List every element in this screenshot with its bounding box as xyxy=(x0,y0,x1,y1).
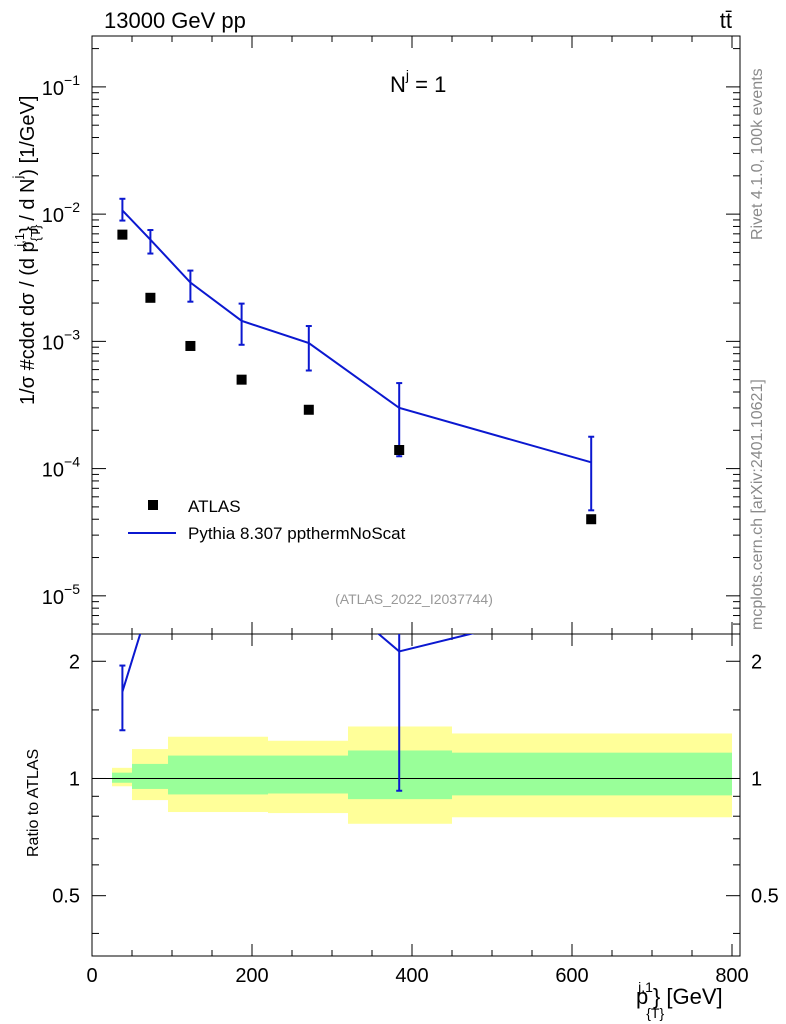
x-tick-label: 200 xyxy=(235,965,268,987)
axis-ticks: 0 200 400 600 800 10−5 10−4 10−3 10−2 10−1 0.5 0.5 1… xyxy=(42,36,779,987)
ratio-bands xyxy=(112,726,732,824)
ratio-band-green xyxy=(168,755,268,795)
ratio-y-tick-label-right: 1 xyxy=(751,768,762,790)
mcplots-label: mcplots.cern.ch [arXiv:2401.10621] xyxy=(749,379,766,630)
pythia-line xyxy=(121,209,592,464)
x-axis-label: p {T}j,1} [GeV] xyxy=(636,979,723,1021)
atlas-point xyxy=(236,374,247,385)
ratio-y-tick-label-right: 2 xyxy=(751,651,762,673)
plot-title: Nj = 1 xyxy=(390,67,446,97)
ratio-band-green xyxy=(268,755,348,794)
ratio-y-tick-label: 2 xyxy=(69,651,80,673)
ratio-band-green xyxy=(452,752,732,796)
main-plot-marks xyxy=(117,197,597,525)
ratio-y-axis-label: Ratio to ATLAS xyxy=(25,749,42,857)
ratio-frame xyxy=(91,633,741,957)
atlas-point xyxy=(303,404,314,415)
y-axis-label: 1/σ #cdot dσ / (d p{T}j,1} / d Nj) [1/Ge… xyxy=(10,96,43,405)
x-tick-label: 600 xyxy=(555,965,588,987)
y-tick-label: 10−5 xyxy=(42,581,80,609)
ratio-band-green xyxy=(132,763,168,789)
ratio-y-tick-label: 1 xyxy=(69,768,80,790)
atlas-point xyxy=(117,229,128,240)
main-frame xyxy=(91,35,741,635)
analysis-tag: (ATLAS_2022_I2037744) xyxy=(335,591,493,607)
legend-atlas-label: ATLAS xyxy=(188,497,241,516)
atlas-point xyxy=(394,445,405,456)
y-tick-label: 10−4 xyxy=(42,454,80,482)
y-tick-label: 10−1 xyxy=(42,72,80,100)
atlas-point xyxy=(185,340,196,351)
x-tick-label: 800 xyxy=(715,965,748,987)
y-tick-label: 10−3 xyxy=(42,326,80,354)
ratio-band-green xyxy=(112,772,132,783)
ratio-y-tick-label-right: 0.5 xyxy=(751,886,779,908)
ratio-y-tick-label: 0.5 xyxy=(52,886,80,908)
rivet-label: Rivet 4.1.0, 100k events xyxy=(749,68,766,240)
atlas-point xyxy=(586,514,597,525)
collision-label: 13000 GeV pp xyxy=(104,8,246,33)
x-tick-label: 0 xyxy=(86,965,97,987)
process-label: tt̄ xyxy=(720,8,732,33)
x-tick-label: 400 xyxy=(395,965,428,987)
y-tick-label: 10−2 xyxy=(42,199,80,227)
ratio-plot-marks xyxy=(119,634,475,792)
legend-atlas-marker xyxy=(148,500,158,510)
legend-pythia-label: Pythia 8.307 ppthermNoScat xyxy=(188,524,406,543)
atlas-point xyxy=(145,292,156,303)
